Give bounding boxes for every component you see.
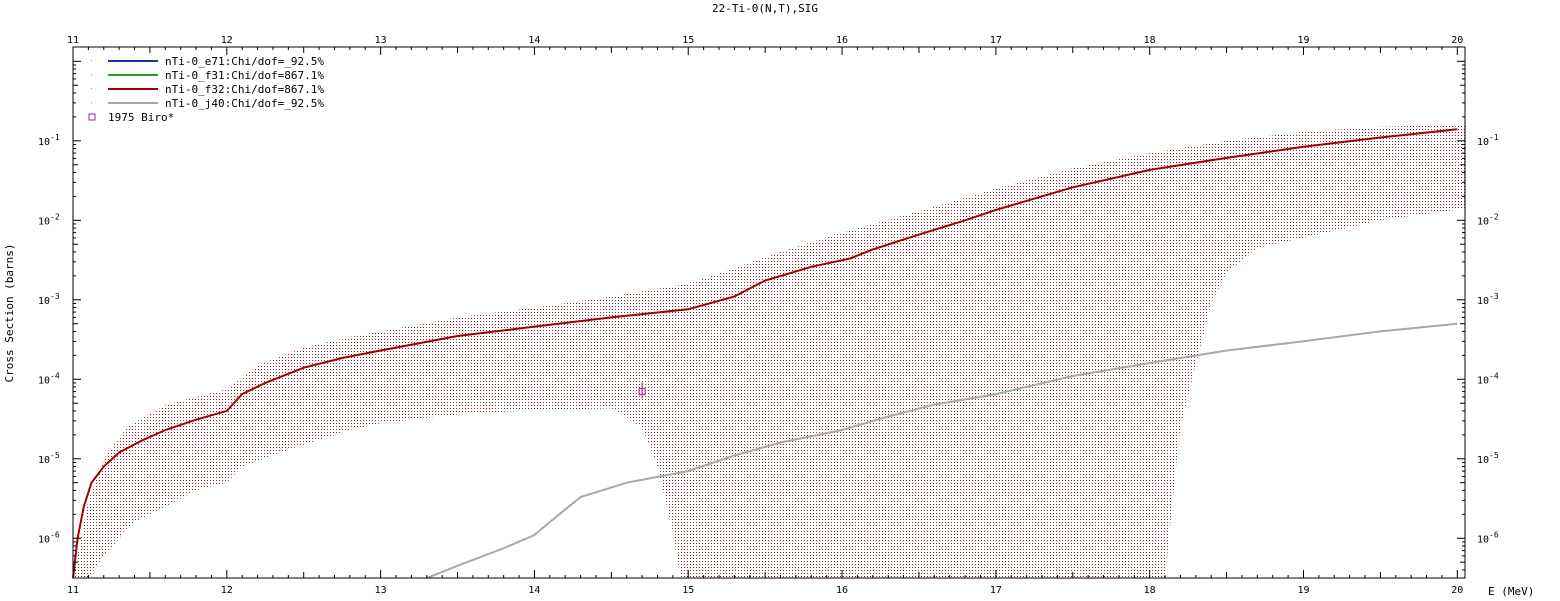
y-tick-label-right: 10-3 [1477, 292, 1499, 307]
y-tick-label-right: 10-4 [1477, 371, 1499, 386]
x-tick-label-top: 11 [67, 35, 79, 46]
series-line-2 [72, 128, 1458, 579]
y-tick-label-left: 10-6 [38, 530, 60, 545]
x-tick-label-bottom: 15 [682, 585, 694, 596]
legend-label-3: nTi-0_j40:Chi/dof=_92.5% [165, 97, 324, 110]
legend-label-2: nTi-0_f32:Chi/dof=867.1% [165, 83, 324, 96]
x-tick-labels-top: 11 12 13 14 15 16 17 18 19 20 [67, 35, 1463, 46]
x-tick-label-top: 15 [682, 35, 694, 46]
x-tick-label-top: 13 [375, 35, 387, 46]
y-tick-label-left: 10-3 [38, 292, 60, 307]
legend-dot [91, 102, 92, 103]
exp-point-0 [638, 388, 646, 396]
uncertainty-band [73, 124, 1465, 578]
chart-title: 22-Ti-0(N,T),SIG [712, 2, 818, 15]
series-layer [72, 128, 1458, 579]
y-tick-label-right: 10-5 [1477, 451, 1499, 466]
x-tick-label-bottom: 14 [528, 585, 540, 596]
x-tick-label-bottom: 16 [836, 585, 848, 596]
x-tick-labels-bottom: 11 12 13 14 15 16 17 18 19 20 [67, 585, 1463, 596]
legend-label-0: nTi-0_e71:Chi/dof=_92.5% [165, 55, 324, 68]
y-tick-label-left: 10-1 [38, 133, 60, 148]
series-line-3 [426, 322, 1458, 579]
axis-ticks [72, 47, 1465, 578]
legend-dot [91, 88, 92, 89]
x-tick-label-top: 19 [1297, 35, 1309, 46]
x-tick-label-top: 14 [528, 35, 540, 46]
y-tick-labels-right: 10-6 10-5 10-4 10-3 10-2 10-1 [1477, 133, 1499, 545]
legend-exp-marker-0 [88, 113, 96, 121]
x-tick-label-bottom: 12 [221, 585, 233, 596]
x-tick-label-bottom: 19 [1297, 585, 1309, 596]
x-tick-label-top: 20 [1451, 35, 1463, 46]
x-tick-label-top: 18 [1144, 35, 1156, 46]
x-tick-label-top: 17 [990, 35, 1002, 46]
legend: nTi-0_e71:Chi/dof=_92.5%nTi-0_f31:Chi/do… [88, 55, 324, 124]
x-tick-label-bottom: 20 [1451, 585, 1463, 596]
y-tick-label-right: 10-6 [1477, 530, 1499, 545]
y-tick-label-left: 10-5 [38, 451, 60, 466]
y-tick-label-right: 10-1 [1477, 133, 1499, 148]
x-tick-label-bottom: 13 [375, 585, 387, 596]
x-tick-label-bottom: 11 [67, 585, 79, 596]
y-axis-label: Cross Section (barns) [3, 243, 16, 382]
y-tick-labels-left: 10-6 10-5 10-4 10-3 10-2 10-1 [38, 133, 60, 545]
y-tick-label-left: 10-4 [38, 371, 60, 386]
experimental-points-layer [638, 382, 646, 399]
x-tick-label-bottom: 17 [990, 585, 1002, 596]
y-tick-label-right: 10-2 [1477, 212, 1499, 227]
y-tick-label-left: 10-2 [38, 212, 60, 227]
legend-exp-label-0: 1975 Biro* [108, 111, 174, 124]
legend-dot [91, 74, 92, 75]
x-tick-label-top: 12 [221, 35, 233, 46]
legend-label-1: nTi-0_f31:Chi/dof=867.1% [165, 69, 324, 82]
x-tick-label-bottom: 18 [1144, 585, 1156, 596]
uncertainty-band-layer [73, 124, 1465, 578]
x-axis-label: E (MeV) [1488, 585, 1534, 598]
x-tick-label-top: 16 [836, 35, 848, 46]
legend-dot [91, 60, 92, 61]
